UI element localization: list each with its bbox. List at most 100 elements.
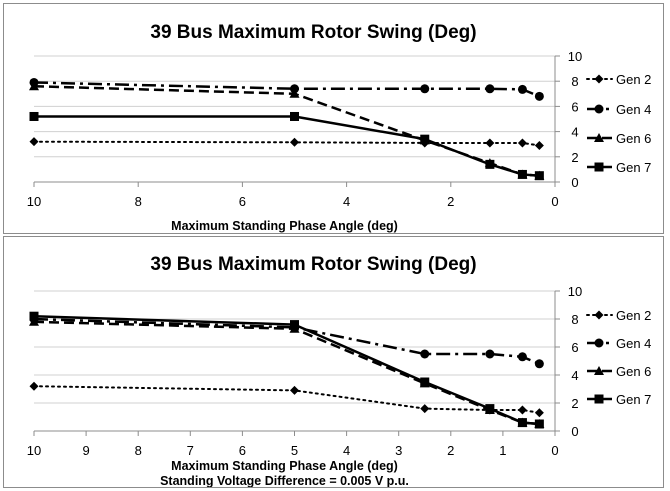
x-tick-label: 8 bbox=[135, 194, 142, 209]
y-tick-label: 2 bbox=[571, 150, 578, 165]
x-tick-label: 2 bbox=[447, 194, 454, 209]
series-line-gen-2 bbox=[33, 140, 541, 147]
data-point-gen-4 bbox=[485, 349, 495, 359]
legend-label: Gen 7 bbox=[616, 392, 651, 407]
series-gen-6 bbox=[29, 316, 545, 428]
x-axis-label: Maximum Standing Phase Angle (deg) bbox=[171, 459, 398, 473]
data-point-gen-4 bbox=[534, 359, 544, 369]
series-gen-4 bbox=[29, 314, 544, 369]
series-gen-4 bbox=[29, 77, 544, 101]
data-point-gen-7 bbox=[485, 404, 495, 414]
chart-title: 39 Bus Maximum Rotor Swing (Deg) bbox=[150, 22, 476, 43]
series-line-gen-4 bbox=[33, 317, 540, 365]
y-tick-label: 0 bbox=[571, 424, 578, 439]
data-point-gen-2 bbox=[290, 385, 299, 395]
data-point-gen-7 bbox=[517, 169, 527, 179]
data-point-gen-7 bbox=[29, 311, 39, 321]
x-tick-label: 10 bbox=[27, 443, 41, 458]
data-point-gen-4 bbox=[517, 352, 527, 362]
legend-marker-gen-2 bbox=[594, 310, 604, 320]
legend-item-gen-6: Gen 6 bbox=[587, 364, 651, 379]
data-point-gen-2 bbox=[485, 138, 495, 148]
legend-label: Gen 6 bbox=[616, 131, 651, 146]
chart-panel-2: 39 Bus Maximum Rotor Swing (Deg) 0 2 4 6 8 10 1… bbox=[3, 236, 664, 488]
data-point-gen-6 bbox=[29, 81, 39, 91]
legend-item-gen-2: Gen 2 bbox=[586, 308, 651, 323]
legend-label: Gen 4 bbox=[616, 336, 651, 351]
y-tick-label: 10 bbox=[568, 49, 582, 64]
legend-item-gen-4: Gen 4 bbox=[587, 102, 651, 117]
data-point-gen-2 bbox=[517, 138, 527, 148]
data-point-gen-4 bbox=[485, 84, 495, 94]
x-tick-label: 9 bbox=[82, 443, 89, 458]
data-point-gen-6 bbox=[29, 316, 39, 326]
data-point-gen-2 bbox=[534, 408, 544, 418]
legend-item-gen-2: Gen 2 bbox=[586, 72, 651, 87]
data-point-gen-7 bbox=[420, 134, 430, 144]
legend-label: Gen 2 bbox=[616, 308, 651, 323]
legend-item-gen-7: Gen 7 bbox=[587, 392, 651, 407]
chart-note: Standing Voltage Difference = 0.005 V p.… bbox=[160, 474, 409, 487]
rotor-swing-chart-1: 39 Bus Maximum Rotor Swing (Deg) 0 2 4 6 8 10 1… bbox=[27, 22, 652, 233]
x-tick-label: 0 bbox=[551, 194, 558, 209]
series-line-gen-7 bbox=[33, 314, 540, 426]
data-point-gen-2 bbox=[290, 137, 299, 147]
x-tick-label: 2 bbox=[447, 443, 454, 458]
data-point-gen-2 bbox=[29, 137, 39, 147]
y-tick-label: 10 bbox=[568, 284, 582, 299]
x-tick-label: 6 bbox=[239, 194, 246, 209]
data-point-gen-7 bbox=[485, 159, 495, 169]
series-gen-2 bbox=[29, 137, 544, 150]
x-tick-label: 4 bbox=[343, 443, 350, 458]
series-line-gen-6 bbox=[33, 84, 540, 177]
x-axis-label: Maximum Standing Phase Angle (deg) bbox=[171, 219, 398, 233]
legend-item-gen-4: Gen 4 bbox=[587, 336, 651, 351]
data-point-gen-7 bbox=[534, 419, 544, 429]
series-line-gen-6 bbox=[33, 320, 540, 426]
x-tick-label: 3 bbox=[395, 443, 402, 458]
x-tick-label: 8 bbox=[135, 443, 142, 458]
legend-item-gen-6: Gen 6 bbox=[587, 131, 651, 146]
y-tick-label: 8 bbox=[571, 312, 578, 327]
data-point-gen-7 bbox=[29, 111, 39, 121]
data-point-gen-7 bbox=[290, 111, 299, 121]
series-gen-7 bbox=[29, 311, 544, 429]
chart-panel-1: 39 Bus Maximum Rotor Swing (Deg) 0 2 4 6 8 10 1… bbox=[3, 3, 664, 234]
y-tick-label: 4 bbox=[571, 368, 578, 383]
y-tick-label: 0 bbox=[571, 175, 578, 190]
legend-label: Gen 2 bbox=[616, 72, 651, 87]
legend-marker-gen-7 bbox=[594, 394, 604, 404]
data-point-gen-6 bbox=[289, 88, 300, 98]
data-point-gen-7 bbox=[534, 171, 544, 181]
data-point-gen-2 bbox=[29, 381, 39, 391]
legend-marker-gen-6 bbox=[594, 133, 604, 142]
legend-marker-gen-2 bbox=[594, 74, 604, 84]
y-tick-label: 2 bbox=[571, 396, 578, 411]
data-point-gen-4 bbox=[290, 84, 299, 94]
x-tick-label: 7 bbox=[187, 443, 194, 458]
data-point-gen-2 bbox=[420, 404, 430, 414]
x-tick-label: 4 bbox=[343, 194, 350, 209]
series-gen-6 bbox=[29, 81, 545, 180]
data-point-gen-4 bbox=[517, 84, 527, 94]
rotor-swing-chart-2: 39 Bus Maximum Rotor Swing (Deg) 0 2 4 6 8 10 1… bbox=[27, 254, 652, 487]
y-tick-label: 4 bbox=[571, 125, 578, 140]
x-tick-label: 0 bbox=[551, 443, 558, 458]
legend-marker-gen-4 bbox=[594, 338, 604, 348]
x-tick-label: 5 bbox=[291, 443, 298, 458]
chart-title: 39 Bus Maximum Rotor Swing (Deg) bbox=[150, 254, 476, 275]
data-point-gen-7 bbox=[517, 418, 527, 428]
legend-label: Gen 7 bbox=[616, 160, 651, 175]
legend-marker-gen-7 bbox=[594, 162, 604, 172]
y-tick-label: 8 bbox=[571, 74, 578, 89]
legend-label: Gen 4 bbox=[616, 102, 651, 117]
data-point-gen-4 bbox=[534, 91, 544, 101]
data-point-gen-2 bbox=[534, 140, 544, 150]
data-point-gen-7 bbox=[290, 320, 299, 330]
y-tick-label: 6 bbox=[571, 99, 578, 114]
x-tick-label: 6 bbox=[239, 443, 246, 458]
y-tick-label: 6 bbox=[571, 340, 578, 355]
data-point-gen-4 bbox=[420, 349, 430, 359]
legend-label: Gen 6 bbox=[616, 364, 651, 379]
legend-item-gen-7: Gen 7 bbox=[587, 160, 651, 175]
